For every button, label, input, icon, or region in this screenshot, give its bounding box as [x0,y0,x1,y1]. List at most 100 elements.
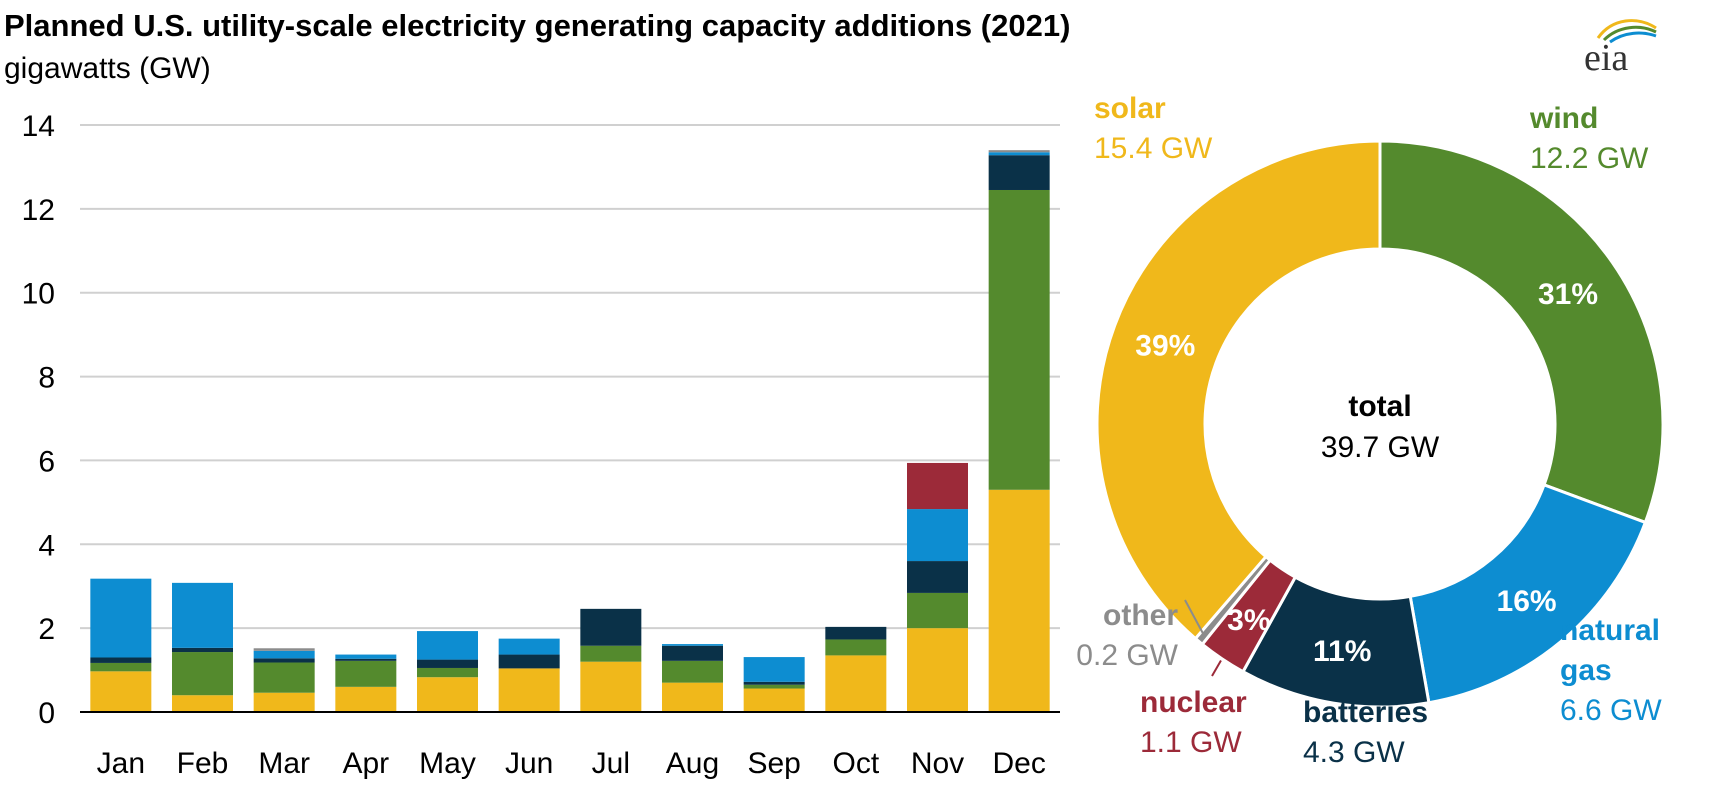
donut-center-title: total [1348,390,1411,423]
bar-segment-batteries [90,657,152,663]
bar-segment-solar [335,686,397,712]
bar-segment-natural-gas [417,631,478,660]
bar-segment-wind [907,592,968,629]
donut-slice-wind [1378,139,1665,525]
x-tick-label: Jul [592,747,630,780]
y-tick-label: 2 [38,613,55,646]
y-tick-label: 0 [38,697,55,730]
slice-percent-label: 39% [1135,329,1195,362]
bar-segment-solar [417,677,478,712]
x-tick-label: May [419,747,476,780]
other-leader-line [1184,599,1205,636]
bar-segment-wind [172,652,233,696]
x-tick-label: Aug [666,747,719,780]
chart-title: Planned U.S. utility-scale electricity g… [4,8,1071,43]
bar-segment-solar [662,682,723,712]
bar-segment-natural-gas [172,582,233,648]
x-tick-label: Dec [992,747,1045,780]
bar-segment-batteries [498,654,560,669]
y-tick-label: 12 [22,194,55,227]
slice-name-label: wind [1529,102,1598,135]
bar-segment-solar [907,628,968,712]
bar-segment-wind [253,662,315,693]
bar-segment-batteries [417,659,478,668]
bar-segment-batteries [743,681,805,685]
x-tick-label: Jun [505,747,553,780]
bar-segment-solar [172,695,233,712]
x-tick-label: Apr [342,747,389,780]
bar-segment-solar [253,692,315,712]
bar-segment-solar [90,671,152,712]
y-tick-label: 10 [22,278,55,311]
bar-segment-natural-gas [743,657,805,682]
slice-value-label: 0.2 GW [1076,639,1178,672]
slice-value-label: 4.3 GW [1303,736,1405,769]
x-tick-label: Jan [97,747,145,780]
bar-segment-solar [498,668,560,712]
x-tick-label: Nov [911,747,964,780]
slice-percent-label: 3% [1227,604,1270,637]
eia-logo: eia [1584,19,1657,76]
bar-segment-batteries [662,645,723,661]
y-tick-label: 8 [38,362,55,395]
bar-segment-natural-gas [253,650,315,659]
bar-segment-wind [335,660,397,687]
bar-segment-batteries [253,658,315,663]
bar-segment-batteries [988,155,1050,190]
slice-percent-label: 16% [1497,585,1557,618]
bar-segment-batteries [335,658,397,661]
bar-segment-wind [988,189,1050,490]
x-tick-label: Sep [747,747,800,780]
y-tick-label: 14 [22,110,55,143]
slice-name-label: other [1103,599,1178,632]
logo-text: eia [1584,37,1628,76]
bar-segment-natural-gas [498,638,560,655]
bar-segment-solar [825,655,887,712]
bar-segment-natural-gas [335,654,397,659]
y-tick-label: 6 [38,445,55,478]
bar-segment-batteries [172,647,233,653]
slice-name-label: gas [1560,654,1612,687]
slice-name-label: batteries [1303,696,1428,729]
slice-percent-label: 31% [1538,278,1598,311]
donut-chart: 31% 16% 11% 3% 39% total 39.7 GW wind 12.2 GW nat… [1076,92,1665,769]
slice-value-label: 12.2 GW [1530,142,1649,175]
bar-segment-natural-gas [90,578,152,658]
nuclear-leader-line [1211,659,1222,677]
bar-segment-solar [580,661,642,712]
slice-name-label: natural [1560,614,1660,647]
bar-segment-batteries [907,561,968,593]
bar-segment-solar [988,489,1050,712]
bar-segment-wind [825,639,887,656]
bar-segment-nuclear [907,462,968,510]
slice-value-label: 6.6 GW [1560,694,1662,727]
chart-subtitle: gigawatts (GW) [4,52,211,85]
slice-percent-label: 11% [1313,635,1371,668]
bar-segment-wind [662,660,723,683]
donut-slice-solar [1095,139,1382,641]
bar-segment-natural-gas [662,644,723,646]
bar-segment-wind [417,667,478,678]
bar-segment-solar [743,688,805,712]
x-tick-label: Mar [258,747,310,780]
slice-value-label: 15.4 GW [1094,132,1213,165]
donut-center-value: 39.7 GW [1321,431,1440,464]
slice-name-label: solar [1094,92,1166,125]
bar-segment-wind [90,662,152,672]
donut-slice-natural-gas [1408,482,1648,705]
bar-segment-batteries [825,626,887,640]
bar-segment-wind [743,684,805,689]
stacked-bar-chart: 0 2 4 6 8 10 12 14 Jan Feb Mar Apr May Jun Jul Aug Sep Oc… [22,110,1060,780]
slice-value-label: 1.1 GW [1140,726,1242,759]
y-tick-label: 4 [38,529,55,562]
x-tick-label: Feb [177,747,229,780]
bar-segment-wind [580,645,642,662]
bar-segment-other [253,648,315,651]
bar-segment-natural-gas [988,152,1050,156]
bar-segment-other [988,150,1050,153]
x-tick-label: Oct [832,747,879,780]
bar-segment-batteries [580,608,642,646]
slice-name-label: nuclear [1140,686,1247,719]
bar-segment-natural-gas [907,509,968,562]
